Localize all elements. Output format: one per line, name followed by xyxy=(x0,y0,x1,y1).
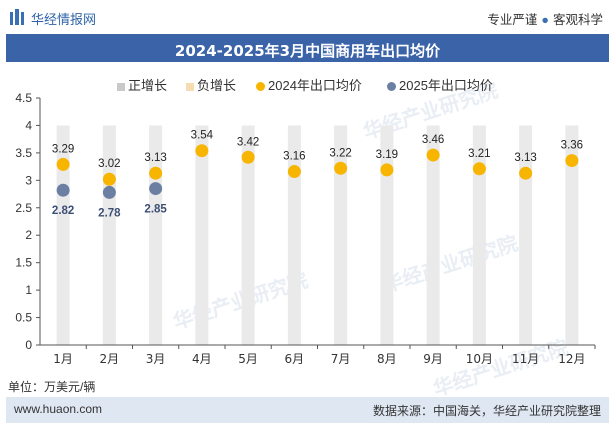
positive-bar xyxy=(565,125,579,345)
legend-label-2024: 2024年出口均价 xyxy=(268,78,362,93)
data-label-2024: 3.19 xyxy=(376,149,398,161)
x-tick-label: 11月 xyxy=(512,352,539,366)
y-tick-label: 0 xyxy=(25,338,32,352)
positive-bar xyxy=(426,125,440,345)
positive-bar xyxy=(287,125,301,345)
x-tick-label: 1月 xyxy=(53,352,73,366)
y-tick-label: 3.5 xyxy=(15,146,32,160)
legend-label-2025: 2025年出口均价 xyxy=(399,78,493,93)
tagline: 专业严谨 ● 客观科学 xyxy=(487,9,603,28)
data-label-2024: 3.21 xyxy=(468,148,490,160)
x-tick-label: 10月 xyxy=(466,352,493,366)
data-label-2025: 2.78 xyxy=(98,207,121,219)
data-label-2024: 3.42 xyxy=(237,136,259,148)
x-tick-label: 3月 xyxy=(146,352,166,366)
data-label-2024: 3.22 xyxy=(329,147,351,159)
data-label-2024: 3.13 xyxy=(144,152,166,164)
y-tick-label: 0.5 xyxy=(15,311,32,325)
x-tick-label: 8月 xyxy=(377,352,397,366)
tagline-dot-icon: ● xyxy=(541,13,549,27)
point-2025 xyxy=(56,183,70,197)
data-label-2024: 3.54 xyxy=(191,130,214,142)
tagline-left: 专业严谨 xyxy=(487,13,538,27)
positive-bar xyxy=(334,125,348,345)
positive-bar xyxy=(472,125,486,345)
point-2024 xyxy=(102,172,116,186)
tagline-right: 客观科学 xyxy=(552,13,603,27)
data-label-2024: 3.16 xyxy=(283,151,305,163)
positive-bar xyxy=(149,125,163,345)
legend-item-2025: 2025年出口均价 xyxy=(387,75,493,94)
point-2024 xyxy=(195,144,209,158)
legend-item-positive: 正增长 xyxy=(117,75,167,94)
data-label-2024: 3.13 xyxy=(514,152,536,164)
x-tick-label: 6月 xyxy=(285,352,305,366)
legend-swatch-positive xyxy=(117,82,125,91)
point-2024 xyxy=(426,148,440,162)
x-tick-label: 9月 xyxy=(423,352,443,366)
y-tick-label: 2.5 xyxy=(15,201,32,215)
point-2024 xyxy=(334,161,348,175)
data-label-2024: 3.29 xyxy=(52,143,74,155)
data-label-2025: 2.82 xyxy=(52,205,74,217)
data-label-2024: 3.36 xyxy=(561,140,583,152)
y-tick-label: 3 xyxy=(25,173,32,187)
legend-swatch-2025 xyxy=(387,82,396,92)
point-2024 xyxy=(149,166,163,180)
point-2024 xyxy=(565,154,579,168)
legend-item-2024: 2024年出口均价 xyxy=(256,75,362,94)
data-label-2024: 3.46 xyxy=(422,134,444,146)
point-2024 xyxy=(519,166,533,180)
x-tick-label: 4月 xyxy=(192,352,212,366)
point-2024 xyxy=(56,157,70,171)
title-bar: 2024-2025年3月中国商用车出口均价 xyxy=(6,34,609,62)
y-tick-label: 4.5 xyxy=(15,91,32,105)
point-2024 xyxy=(380,163,394,177)
point-2025 xyxy=(149,182,163,196)
x-tick-label: 7月 xyxy=(331,352,351,366)
positive-bar xyxy=(519,125,533,345)
x-tick-label: 5月 xyxy=(238,352,258,366)
top-bar: 华经情报网 专业严谨 ● 客观科学 xyxy=(0,0,615,34)
legend-item-negative: 负增长 xyxy=(186,75,236,94)
brand-name: 华经情报网 xyxy=(31,12,97,27)
legend-swatch-2024 xyxy=(256,82,265,92)
y-tick-label: 2 xyxy=(25,228,32,242)
chart-legend: 正增长 负增长 2024年出口均价 2025年出口均价 xyxy=(0,75,615,93)
footer-website: www.huaon.com xyxy=(14,402,103,416)
y-tick-label: 1 xyxy=(25,283,32,297)
x-tick-label: 12月 xyxy=(558,352,585,366)
footer-source: 数据来源：中国海关，华经产业研究院整理 xyxy=(372,404,601,418)
positive-bar xyxy=(195,125,209,345)
unit-label: 单位：万美元/辆 xyxy=(8,380,96,394)
point-2024 xyxy=(241,150,255,164)
point-2025 xyxy=(102,185,116,199)
positive-bar xyxy=(56,125,70,345)
legend-label-negative: 负增长 xyxy=(197,78,237,93)
x-tick-label: 2月 xyxy=(100,352,120,366)
point-2024 xyxy=(287,165,301,179)
data-label-2025: 2.85 xyxy=(144,204,167,216)
chart-title: 2024-2025年3月中国商用车出口均价 xyxy=(174,42,441,60)
y-tick-label: 4 xyxy=(25,118,32,132)
legend-swatch-negative xyxy=(186,82,194,91)
positive-bar xyxy=(380,125,394,345)
point-2024 xyxy=(472,162,486,176)
positive-bar xyxy=(241,125,255,345)
logo-icon xyxy=(10,9,24,25)
footer-bar: www.huaon.com 数据来源：中国海关，华经产业研究院整理 xyxy=(6,397,609,423)
data-label-2024: 3.02 xyxy=(98,158,120,170)
y-tick-label: 1.5 xyxy=(15,256,32,270)
legend-label-positive: 正增长 xyxy=(128,78,168,93)
